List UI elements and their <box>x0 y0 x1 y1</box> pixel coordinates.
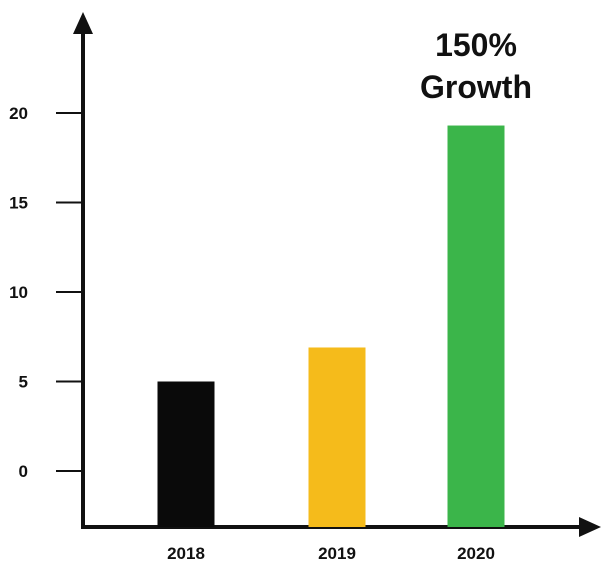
y-tick-label: 0 <box>19 462 28 481</box>
x-axis-arrow-icon <box>579 517 601 537</box>
bar-2018 <box>157 381 215 527</box>
y-tick-label: 20 <box>9 104 28 123</box>
annotation-percent: 150% <box>435 27 517 63</box>
bars-group <box>157 125 505 527</box>
y-axis-arrow-icon <box>73 12 93 34</box>
y-tick-label: 5 <box>19 373 28 392</box>
y-tick-label: 10 <box>9 283 28 302</box>
x-category-label: 2019 <box>318 544 356 562</box>
y-tick-label: 15 <box>9 194 28 213</box>
annotation-growth: Growth <box>420 69 532 105</box>
x-axis-labels: 2018 2019 2020 <box>167 544 495 562</box>
x-category-label: 2018 <box>167 544 205 562</box>
y-axis-ticks: 0 5 10 15 20 <box>9 104 83 481</box>
x-category-label: 2020 <box>457 544 495 562</box>
bar-2020 <box>447 125 505 527</box>
bar-2019 <box>308 347 366 527</box>
